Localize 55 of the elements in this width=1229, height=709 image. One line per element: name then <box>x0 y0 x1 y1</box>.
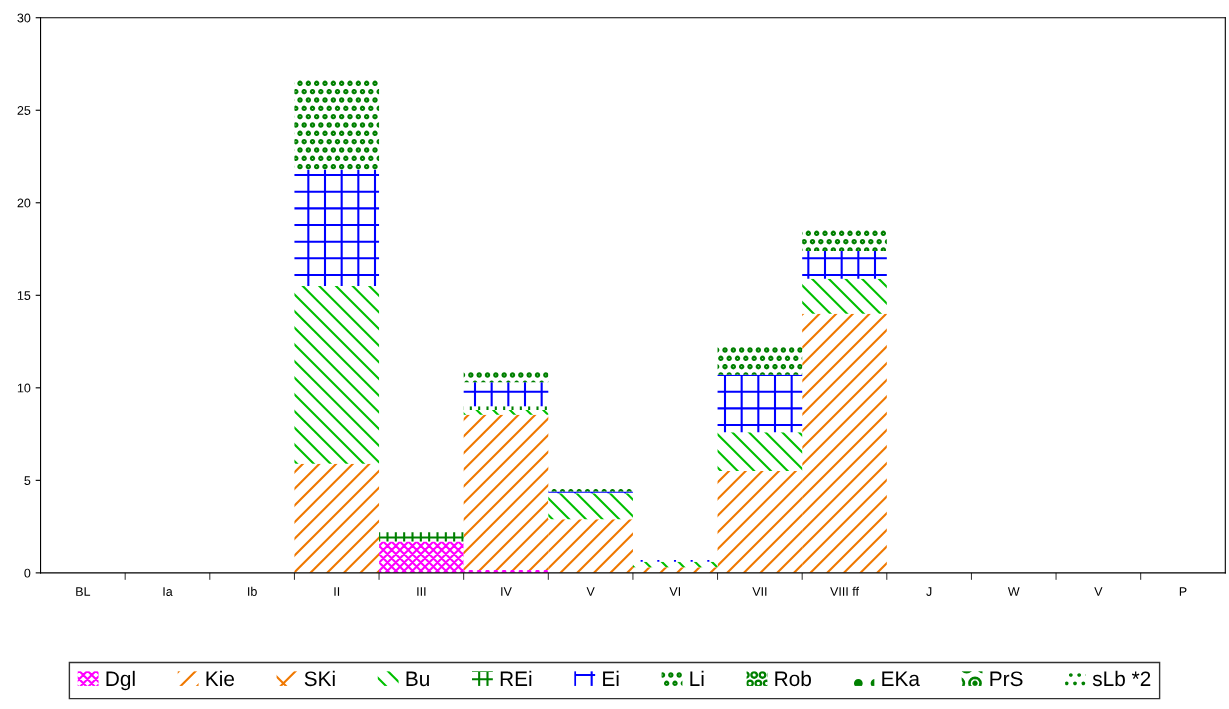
bar <box>463 410 549 415</box>
x-tick-label: Ib <box>248 586 257 596</box>
bar <box>802 228 887 251</box>
legend-label: REi <box>500 670 532 686</box>
x-tick-label: VI <box>669 587 680 596</box>
x-tick-label: Ia <box>163 587 173 596</box>
y-tick-label: 25 <box>17 106 31 115</box>
y-tick-label: 5 <box>24 476 31 485</box>
bar <box>294 463 380 573</box>
y-tick-label: 30 <box>17 13 31 23</box>
bar <box>463 414 549 571</box>
bar <box>463 382 549 407</box>
y-tick-label: 10 <box>17 383 31 393</box>
bar <box>717 374 803 433</box>
y-tick-label: 0 <box>24 568 31 578</box>
legend-label: Bu <box>406 671 429 687</box>
bar <box>294 286 380 464</box>
bar <box>294 78 380 170</box>
x-tick-label: BL <box>76 587 91 596</box>
x-tick-label: II <box>334 587 340 596</box>
x-tick-label: V <box>586 587 595 596</box>
x-tick-label: VIII ff <box>830 586 859 596</box>
legend-label: SKi <box>304 670 335 687</box>
x-tick-label: P <box>1179 587 1187 596</box>
legend-label: Dgl <box>106 670 135 691</box>
legend-label: Ei <box>603 670 619 686</box>
bar <box>379 532 464 542</box>
legend-label: Li <box>690 670 704 686</box>
y-tick-label: 20 <box>17 198 31 208</box>
bar <box>632 561 718 568</box>
legend-label: Rob <box>775 670 811 687</box>
x-tick-label: V <box>1094 587 1103 596</box>
legend-label: sLb *2 <box>1092 670 1151 687</box>
bar <box>463 371 549 383</box>
legend-label: EKa <box>882 671 920 687</box>
bar <box>379 541 464 573</box>
x-tick-label: III <box>417 587 426 596</box>
bar <box>294 169 380 287</box>
x-tick-label: IV <box>501 587 512 596</box>
legend-label: Kie <box>206 670 234 687</box>
bar <box>717 432 803 472</box>
bar <box>548 493 633 520</box>
bar <box>802 278 887 314</box>
bar <box>802 250 887 279</box>
bar <box>463 406 549 411</box>
bar <box>717 471 803 573</box>
legend-label: PrS <box>990 671 1023 687</box>
x-tick-label: VII <box>752 587 767 596</box>
bar <box>632 567 718 573</box>
bar <box>802 313 887 573</box>
y-tick-label: 15 <box>17 291 31 300</box>
bar <box>717 347 803 375</box>
x-tick-label: W <box>1007 587 1020 596</box>
x-tick-label: J <box>926 587 932 596</box>
bar <box>548 519 633 573</box>
